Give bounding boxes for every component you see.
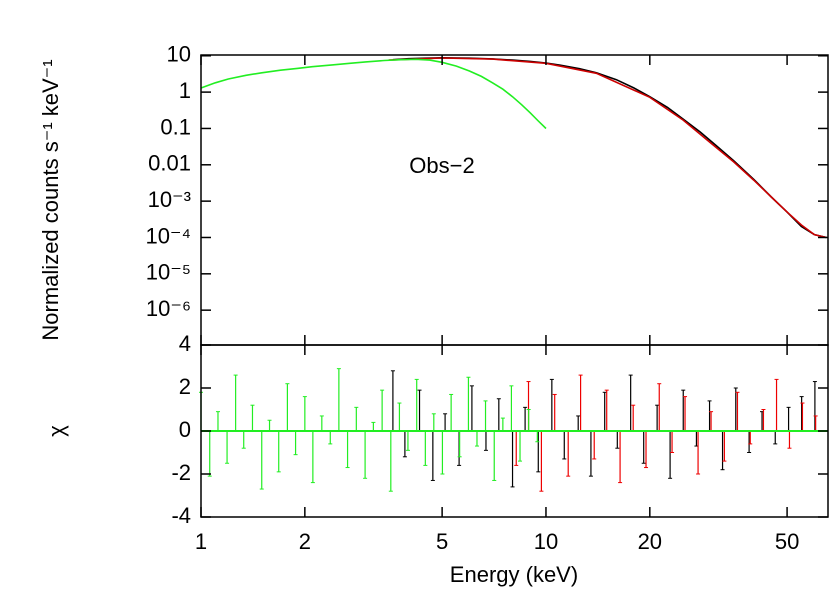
spectrum-line (200, 58, 547, 130)
y-tick-label: 4 (179, 331, 191, 356)
spectrum-line (392, 56, 827, 239)
y-tick-label: 10⁻⁵ (146, 260, 191, 285)
x-axis-label: Energy (keV) (450, 562, 578, 587)
y-tick-label: 0.1 (160, 114, 191, 139)
x-tick-label: 10 (534, 529, 558, 554)
x-tick-label: 50 (775, 529, 799, 554)
annotation: Obs−2 (409, 153, 474, 178)
y-tick-label: 10⁻⁶ (146, 296, 191, 321)
y-axis-label: χ (44, 425, 69, 437)
y-tick-label: 0 (179, 417, 191, 442)
y-tick-label: -2 (171, 460, 191, 485)
x-tick-label: 20 (638, 529, 662, 554)
x-tick-label: 1 (195, 529, 207, 554)
y-tick-label: 0.01 (148, 151, 191, 176)
y-axis-label: Normalized counts s⁻¹ keV⁻¹ (38, 59, 63, 340)
y-tick-label: 1 (179, 78, 191, 103)
spectrum-line (388, 57, 827, 239)
x-tick-label: 2 (299, 529, 311, 554)
y-tick-label: 10⁻³ (148, 187, 191, 212)
y-tick-label: -4 (171, 503, 191, 528)
y-tick-label: 10 (167, 42, 191, 67)
x-tick-label: 5 (436, 529, 448, 554)
y-tick-label: 10⁻⁴ (145, 223, 191, 248)
y-tick-label: 2 (179, 374, 191, 399)
